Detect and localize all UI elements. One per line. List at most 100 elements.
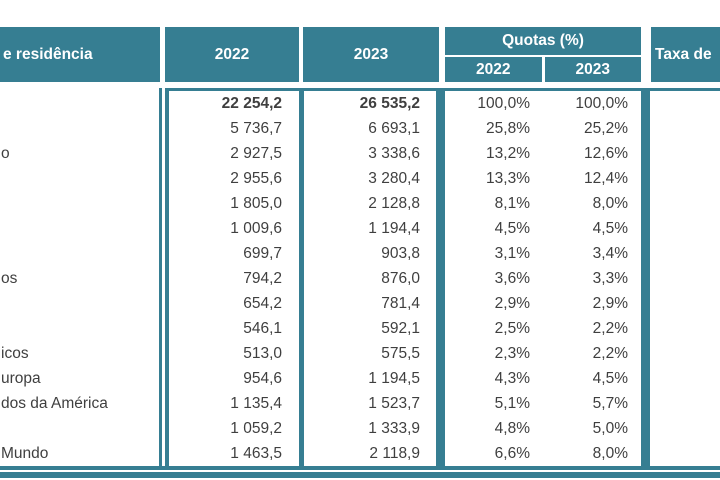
table-row: 903,8 xyxy=(304,241,436,266)
table-row: 3 338,6 xyxy=(304,141,436,166)
values-2022-column: 22 254,2 5 736,7 2 927,5 2 955,6 1 805,0 1 00… xyxy=(169,88,299,466)
residence-label: Mundo xyxy=(1,444,49,462)
table-row: 2 128,8 xyxy=(304,191,436,216)
table-row: 5,1% 5,7% xyxy=(445,391,641,416)
table-row: 2,3% 2,2% xyxy=(445,341,641,366)
table-row: 1 059,2 xyxy=(169,416,299,441)
header-quotas-2023-label: 2023 xyxy=(575,60,610,78)
quota-2022: 8,1% xyxy=(494,194,530,212)
residence-label: o xyxy=(1,144,10,162)
table-row: 954,6 xyxy=(169,366,299,391)
table-row xyxy=(0,91,159,116)
value-2022: 513,0 xyxy=(243,344,282,362)
column-divider xyxy=(159,88,162,470)
value-2022: 5 736,7 xyxy=(230,119,282,137)
residence-label: icos xyxy=(1,344,29,362)
quota-2023: 3,3% xyxy=(592,269,628,287)
table-row: 3,1% 3,4% xyxy=(445,241,641,266)
table-row: 22 254,2 xyxy=(169,91,299,116)
value-2023: 1 194,4 xyxy=(368,219,420,237)
quota-2022: 2,3% xyxy=(494,344,530,362)
value-2023: 6 693,1 xyxy=(368,119,420,137)
table-row: icos xyxy=(0,341,159,366)
header-quotas-group: Quotas (%) 2022 2023 xyxy=(445,27,641,82)
value-2022: 2 927,5 xyxy=(230,144,282,162)
quota-2023: 12,6% xyxy=(584,144,628,162)
quota-2022: 2,5% xyxy=(494,319,530,337)
quota-2023: 2,9% xyxy=(592,294,628,312)
value-2023: 3 280,4 xyxy=(368,169,420,187)
value-2023: 592,1 xyxy=(381,319,420,337)
header-quotas-subrow: 2022 2023 xyxy=(445,57,641,82)
table-row xyxy=(0,191,159,216)
value-2022: 1 135,4 xyxy=(230,394,282,412)
table-row: 13,2% 12,6% xyxy=(445,141,641,166)
table-row: 592,1 xyxy=(304,316,436,341)
quota-2023: 2,2% xyxy=(592,319,628,337)
table-row: 1 009,6 xyxy=(169,216,299,241)
value-2023: 1 333,9 xyxy=(368,419,420,437)
table-row: 575,5 xyxy=(304,341,436,366)
table-row: 6 693,1 xyxy=(304,116,436,141)
table-row: 1 194,4 xyxy=(304,216,436,241)
header-taxa-label: Taxa de xyxy=(655,45,712,63)
quota-2022: 13,2% xyxy=(486,144,530,162)
header-taxa-cell: Taxa de xyxy=(651,27,720,82)
quota-2022: 25,8% xyxy=(486,119,530,137)
table-row: 1 135,4 xyxy=(169,391,299,416)
value-2022: 1 059,2 xyxy=(230,419,282,437)
value-2022: 794,2 xyxy=(243,269,282,287)
header-2023-label: 2023 xyxy=(353,45,389,63)
quota-2022: 6,6% xyxy=(494,444,530,462)
table-row: 794,2 xyxy=(169,266,299,291)
table-row: 1 194,5 xyxy=(304,366,436,391)
residence-label: os xyxy=(1,269,18,287)
quota-2023: 8,0% xyxy=(592,444,628,462)
column-divider xyxy=(299,88,304,470)
value-2023: 2 118,9 xyxy=(369,444,420,462)
column-divider xyxy=(641,88,650,470)
table-row xyxy=(0,166,159,191)
quota-2022: 3,1% xyxy=(494,244,530,262)
value-2022: 2 955,6 xyxy=(230,169,282,187)
quota-2023: 5,7% xyxy=(592,394,628,412)
table-bottom-border xyxy=(0,466,720,470)
taxa-column xyxy=(650,88,720,466)
value-2022: 1 463,5 xyxy=(230,444,282,462)
quota-2022: 3,6% xyxy=(494,269,530,287)
residence-label: uropa xyxy=(1,369,41,387)
header-residence-cell: e residência xyxy=(0,27,160,82)
table-row: 4,3% 4,5% xyxy=(445,366,641,391)
quotas-header-divider xyxy=(445,55,641,57)
value-2022: 1 805,0 xyxy=(230,194,282,212)
header-2023-cell: 2023 xyxy=(303,27,439,82)
quota-2022: 4,5% xyxy=(494,219,530,237)
quotas-subheader-divider xyxy=(541,57,545,82)
table-bottom-border xyxy=(0,472,720,478)
residence-column: o os icos uropa dos da América Mundo xyxy=(0,91,159,466)
table-row: o xyxy=(0,141,159,166)
column-divider xyxy=(165,88,169,470)
value-2022: 1 009,6 xyxy=(230,219,282,237)
table-row: 654,2 xyxy=(169,291,299,316)
value-2023: 781,4 xyxy=(381,294,420,312)
header-quotas-label: Quotas (%) xyxy=(502,32,584,49)
quota-2022: 2,9% xyxy=(494,294,530,312)
value-2022: 699,7 xyxy=(243,244,282,262)
header-quotas-2023-cell: 2023 xyxy=(544,57,641,82)
table-row: 781,4 xyxy=(304,291,436,316)
value-2023: 26 535,2 xyxy=(359,94,420,112)
table-row xyxy=(0,291,159,316)
table-row: 513,0 xyxy=(169,341,299,366)
table-row: 26 535,2 xyxy=(304,91,436,116)
table-row: 3 280,4 xyxy=(304,166,436,191)
table-row: 876,0 xyxy=(304,266,436,291)
table-row: Mundo xyxy=(0,441,159,466)
table-row: 2,5% 2,2% xyxy=(445,316,641,341)
table-row xyxy=(0,241,159,266)
table-row: dos da América xyxy=(0,391,159,416)
value-2022: 546,1 xyxy=(243,319,282,337)
table-row: 2 927,5 xyxy=(169,141,299,166)
values-2023-column: 26 535,2 6 693,1 3 338,6 3 280,4 2 128,8 1 19… xyxy=(304,88,436,466)
